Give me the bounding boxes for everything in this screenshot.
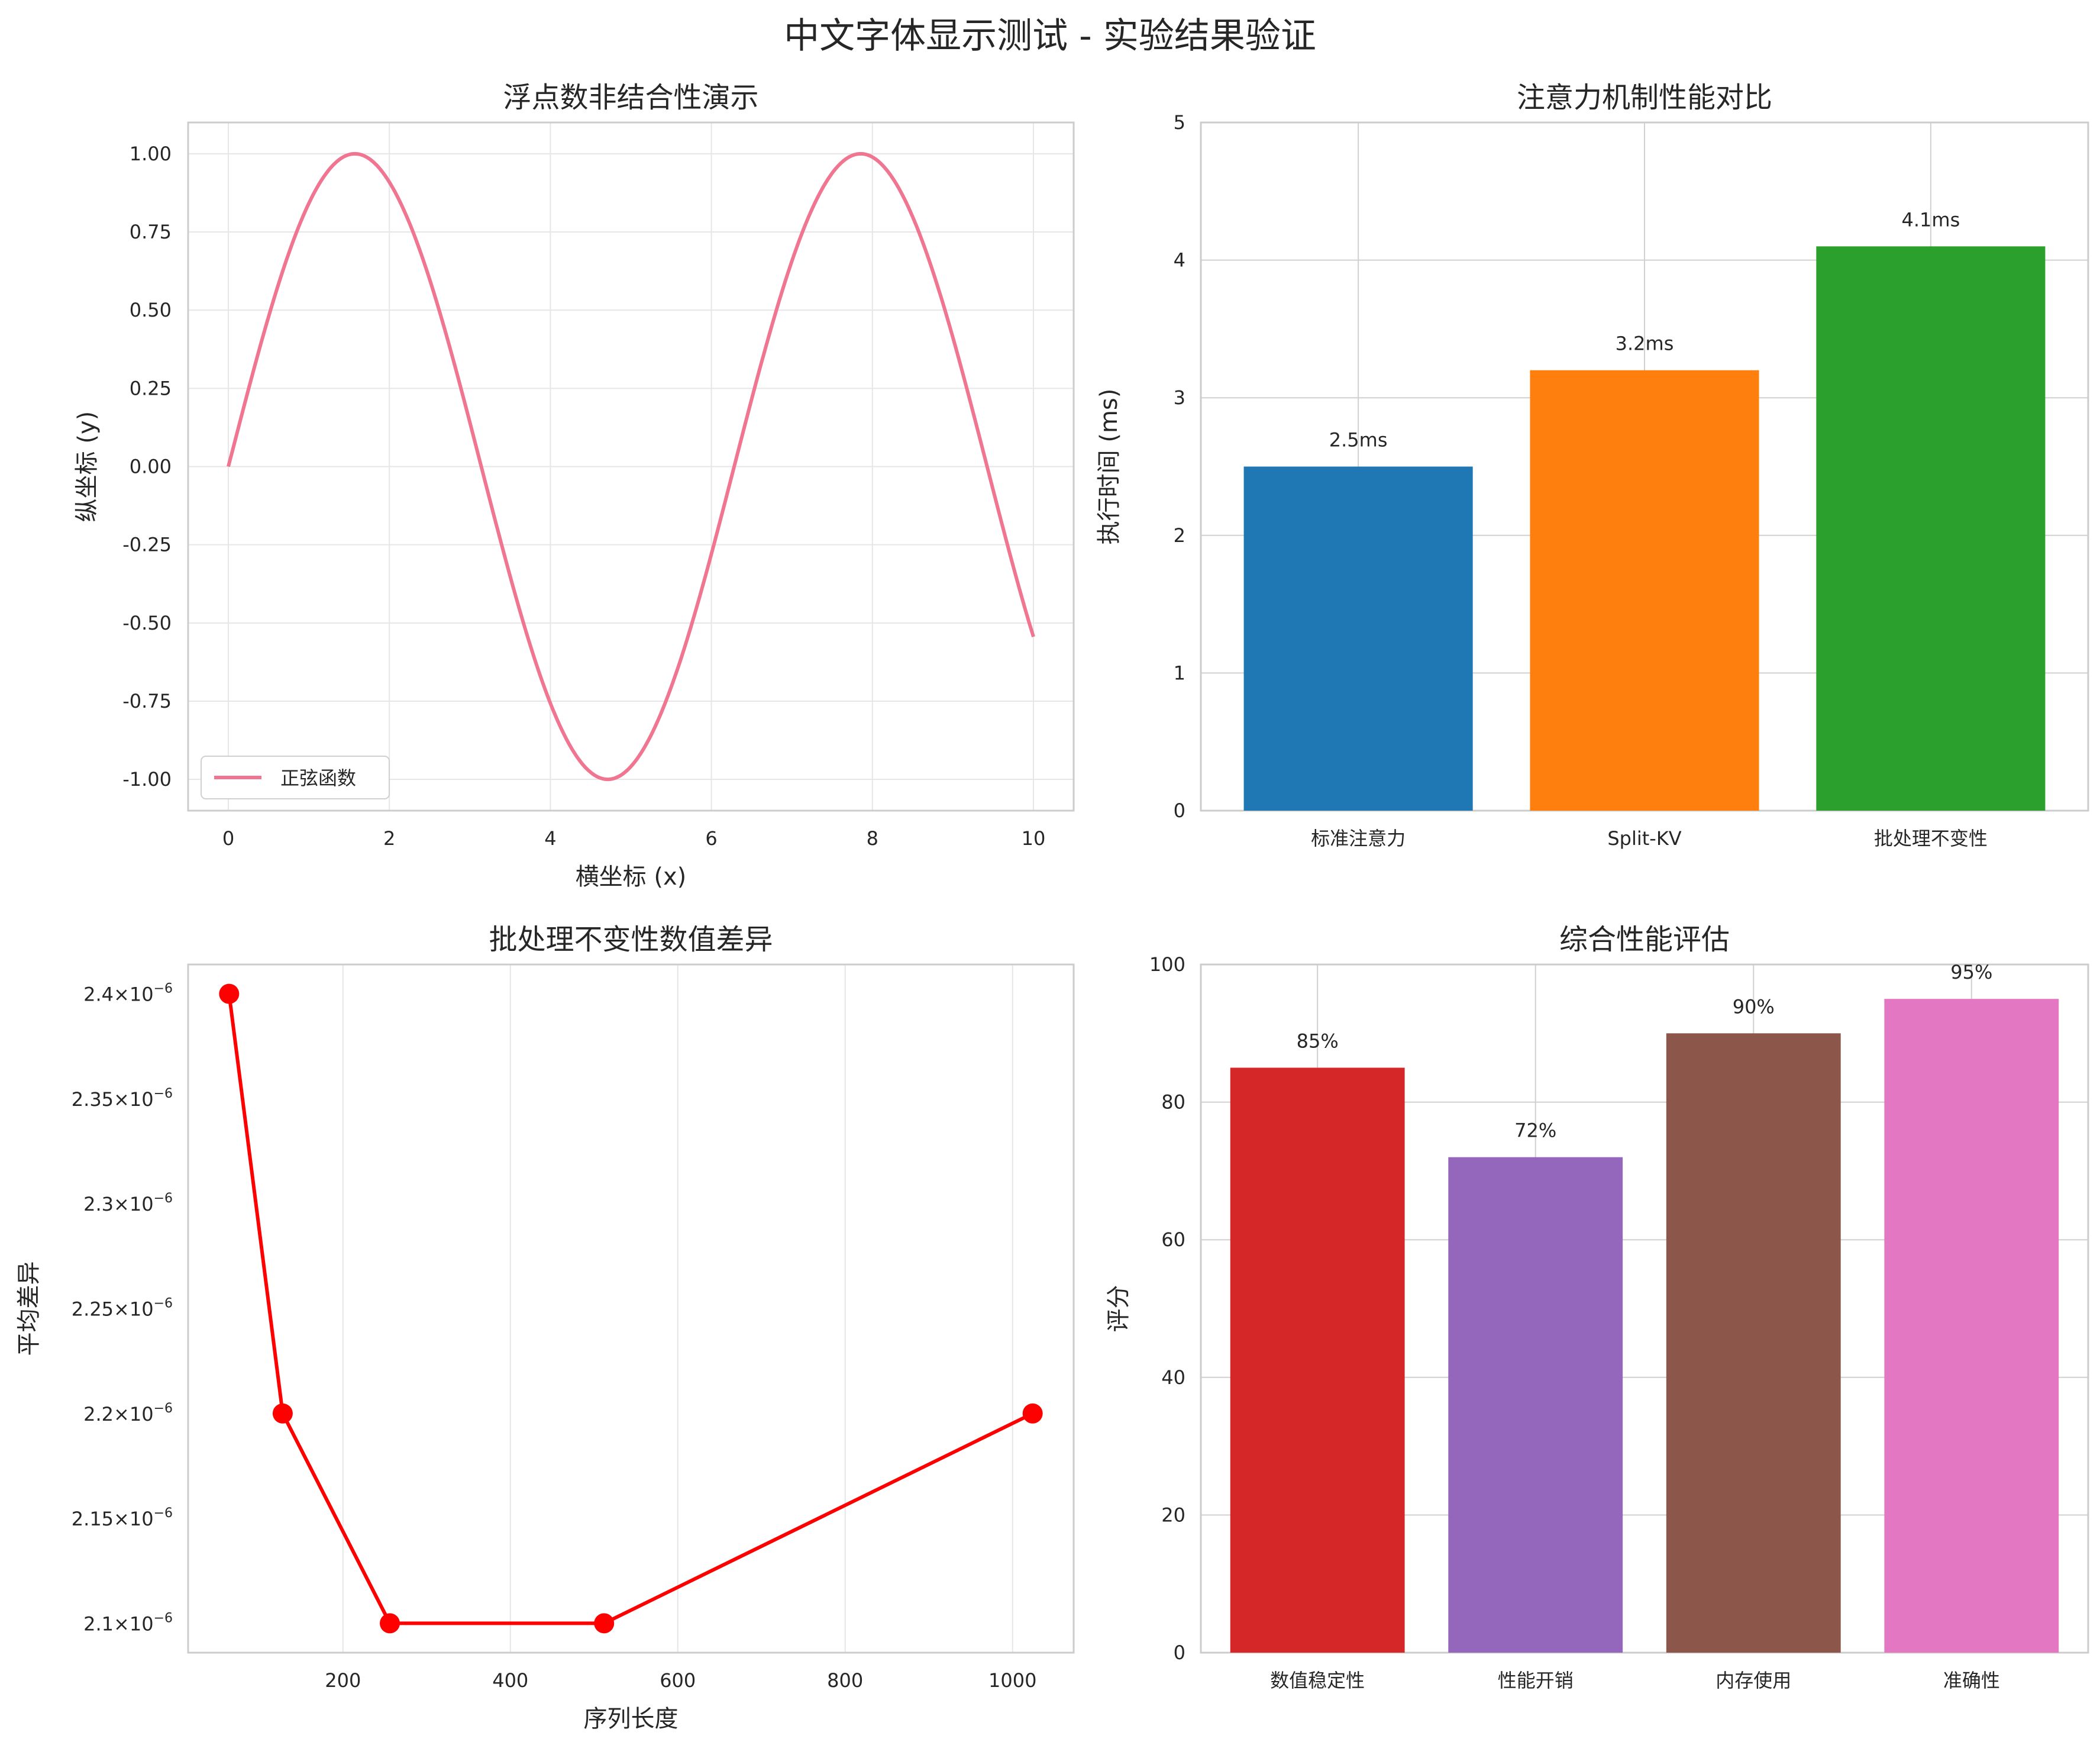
y-tick-label: 2.2×10−6 [83, 1401, 173, 1425]
x-tick-label: 200 [325, 1669, 361, 1692]
x-tick-label: 8 [867, 827, 878, 850]
y-tick-label: 0.00 [130, 456, 172, 478]
y-tick-label: -0.50 [122, 612, 172, 634]
y-axis-label-1: 纵坐标 (y) [73, 411, 101, 522]
y-tick-label: 2.35×10−6 [72, 1086, 173, 1111]
x-tick-label: 10 [1022, 827, 1046, 850]
data-point-3 [379, 1613, 400, 1634]
y-tick-label: 0.75 [130, 221, 172, 243]
bar-2 [1448, 1157, 1623, 1653]
x-tick-label: 标准注意力 [1311, 827, 1406, 850]
y-axis-label-3: 平均差异 [15, 1262, 43, 1356]
data-point-2 [272, 1403, 293, 1424]
axes-frame-3 [187, 963, 1075, 1654]
y-tick-label: 2.15×10−6 [72, 1506, 173, 1530]
y-tick-label: 1.00 [130, 143, 172, 165]
y-tick-label: 5 [1174, 111, 1185, 134]
legend-box [201, 756, 390, 799]
data-point-4 [594, 1613, 615, 1634]
y-axis-label-4: 评分 [1105, 1285, 1132, 1333]
y-tick-label: 2.1×10−6 [83, 1611, 173, 1635]
axes-frame-1 [187, 121, 1075, 812]
chart-title-4: 综合性能评估 [1559, 923, 1730, 956]
difference-series-line [227, 993, 1034, 1625]
data-point-5 [1022, 1403, 1043, 1424]
y-tick-label: 80 [1161, 1091, 1185, 1114]
x-tick-label: 批处理不变性 [1874, 827, 1988, 850]
x-tick-label: 内存使用 [1715, 1669, 1791, 1692]
legend-label: 正弦函数 [280, 767, 356, 789]
y-tick-label: 0.25 [130, 377, 172, 399]
x-axis-label-3: 序列长度 [584, 1705, 679, 1733]
bar-value-label: 90% [1733, 995, 1775, 1018]
x-tick-label: 800 [827, 1669, 863, 1692]
y-tick-label: -1.00 [122, 768, 172, 791]
figure-suptitle: 中文字体显示测试 - 实验结果验证 [784, 15, 1316, 57]
bar-value-label: 4.1ms [1902, 208, 1960, 231]
y-tick-label: 40 [1161, 1366, 1185, 1389]
x-tick-label: 2 [383, 827, 395, 850]
bar-value-label: 85% [1297, 1030, 1339, 1052]
data-point-1 [219, 983, 240, 1004]
x-tick-label: 6 [705, 827, 717, 850]
y-tick-label: 2 [1174, 524, 1185, 547]
x-tick-label: 1000 [988, 1669, 1036, 1692]
x-tick-label: 准确性 [1943, 1669, 2000, 1692]
bar-value-label: 72% [1514, 1120, 1556, 1142]
bar-1 [1230, 1067, 1405, 1653]
y-tick-label: 4 [1174, 249, 1185, 272]
x-tick-label: 600 [660, 1669, 696, 1692]
y-tick-label: 3 [1174, 386, 1185, 409]
x-tick-label: Split-KV [1607, 827, 1681, 850]
x-tick-label: 性能开销 [1498, 1669, 1574, 1692]
y-tick-label: 0.50 [130, 299, 172, 321]
y-tick-label: -0.25 [122, 534, 172, 556]
axes-frame-4 [1200, 963, 2089, 1654]
bar-3 [1666, 1033, 1841, 1653]
bar-value-label: 2.5ms [1329, 429, 1388, 451]
legend: 正弦函数 [201, 756, 390, 799]
y-tick-label: 1 [1174, 662, 1185, 684]
x-tick-label: 0 [222, 827, 234, 850]
y-tick-label: 100 [1149, 953, 1185, 976]
y-tick-label: 0 [1174, 799, 1185, 822]
y-tick-label: 60 [1161, 1228, 1185, 1251]
y-tick-label: -0.75 [122, 690, 172, 712]
chart-title-2: 注意力机制性能对比 [1517, 81, 1772, 114]
x-tick-label: 4 [544, 827, 556, 850]
bar-3 [1816, 246, 2046, 811]
y-tick-label: 0 [1174, 1641, 1185, 1664]
x-tick-label: 数值稳定性 [1270, 1669, 1365, 1692]
y-tick-label: 2.4×10−6 [83, 982, 173, 1006]
sine-series-line [227, 151, 1035, 782]
bar-value-label: 3.2ms [1616, 333, 1674, 355]
chart-title-3: 批处理不变性数值差异 [489, 923, 773, 956]
bar-4 [1884, 999, 2059, 1653]
x-tick-label: 400 [492, 1669, 528, 1692]
chart-title-1: 浮点数非结合性演示 [503, 81, 758, 114]
y-tick-label: 2.3×10−6 [83, 1191, 173, 1215]
bar-value-label: 95% [1950, 961, 1992, 983]
y-tick-label: 2.25×10−6 [72, 1296, 173, 1321]
y-tick-label: 20 [1161, 1504, 1185, 1526]
x-axis-label-1: 横坐标 (x) [576, 863, 687, 891]
bar-2 [1530, 370, 1759, 811]
y-axis-label-2: 执行时间 (ms) [1096, 389, 1123, 545]
bar-1 [1243, 466, 1473, 811]
